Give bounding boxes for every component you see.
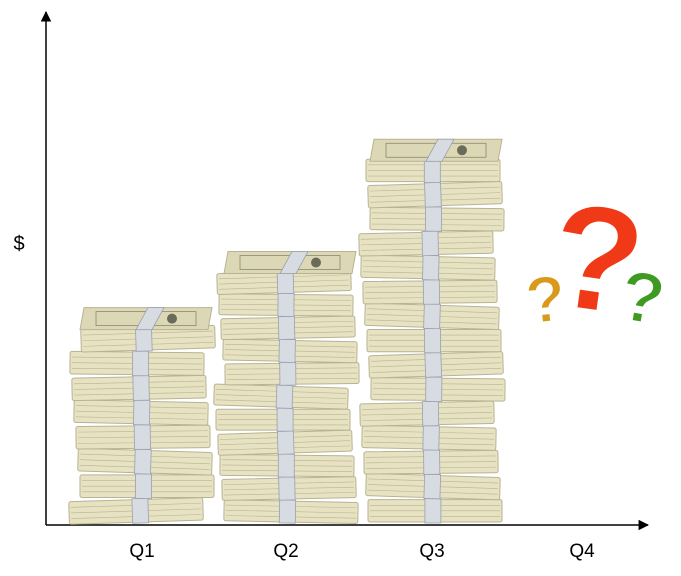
bar-q2 [213, 251, 360, 524]
money-bundle [361, 424, 497, 451]
bundle-top-face [369, 138, 503, 162]
money-bundle [369, 206, 505, 232]
bar-q3 [358, 138, 506, 524]
money-bundle [367, 498, 503, 524]
money-bundle [216, 269, 352, 296]
money-bundle [219, 453, 355, 478]
x-tick-labels: Q1 Q2 Q3 Q4 [129, 541, 595, 562]
money-bundle [77, 447, 213, 476]
money-bundle [80, 324, 216, 353]
money-bundle [222, 338, 358, 364]
x-tick-label-q1: Q1 [129, 541, 154, 562]
money-bundle [217, 429, 353, 456]
money-bundle [218, 292, 354, 317]
money-bundle [359, 400, 495, 427]
money-bundle [68, 497, 204, 525]
money-bundle [79, 473, 215, 499]
money-bundle [358, 230, 494, 257]
money-bundle [368, 351, 504, 379]
money-bundle [370, 376, 506, 402]
money-bundle [73, 399, 209, 426]
money-bundle [71, 374, 207, 402]
question-mark-icon: ? [522, 260, 570, 338]
money-bundle [69, 350, 205, 377]
money-bundle [360, 254, 496, 281]
money-bundle [364, 302, 500, 331]
x-tick-label-q2: Q2 [273, 541, 298, 562]
money-bundle [362, 279, 498, 305]
money-bundle [365, 472, 501, 501]
money-bundle [224, 361, 360, 386]
bundle-top-face [223, 251, 357, 274]
x-tick-label-q3: Q3 [419, 541, 444, 562]
y-axis-label: $ [13, 233, 24, 255]
question-marks: ??? [521, 168, 672, 349]
money-bundle [220, 315, 356, 341]
money-bundle [213, 383, 349, 410]
money-bundle [365, 157, 501, 183]
money-bundle [366, 328, 502, 354]
bundle-top-face [79, 307, 213, 331]
bar-q1 [68, 307, 216, 525]
bars-group [68, 138, 506, 525]
money-bundle [223, 499, 359, 524]
money-bundle [367, 180, 503, 209]
money-bundle [215, 407, 351, 432]
money-bundle [75, 424, 211, 450]
money-bundle [221, 476, 357, 501]
money-bundle [363, 449, 499, 475]
x-tick-label-q4: Q4 [569, 541, 595, 562]
